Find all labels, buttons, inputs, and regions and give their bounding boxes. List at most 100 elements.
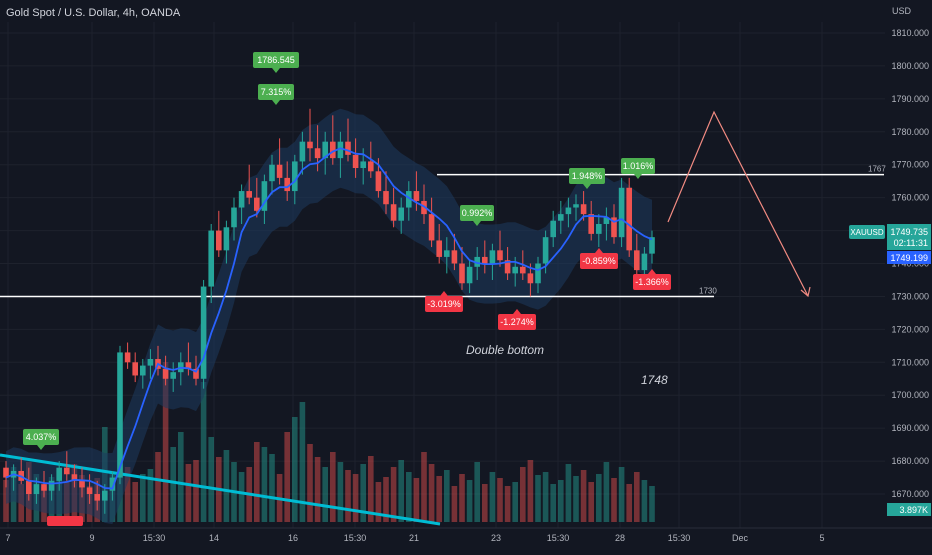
currency-label: USD [892, 6, 912, 16]
candle-body [216, 230, 222, 251]
volume-bar [292, 417, 298, 522]
volume-bar [352, 474, 359, 522]
volume-bar [406, 472, 412, 522]
pct-tag-text: -1.366% [635, 277, 669, 287]
symbol-tag-bg [849, 225, 885, 239]
volume-bar [482, 484, 488, 522]
last-price-text: 1749.735 [890, 227, 928, 237]
volume-bar [284, 432, 290, 522]
candle-body [238, 191, 245, 208]
time-tick-label: 15:30 [547, 533, 570, 543]
candle-body [603, 217, 610, 224]
candle-body [276, 164, 283, 178]
candle-body [345, 141, 351, 155]
time-tick-label: 15:30 [143, 533, 166, 543]
price-tick-label: 1680.000 [891, 456, 929, 466]
pct-tag-box [498, 314, 536, 330]
last-price-box [887, 224, 931, 250]
candle-body [444, 250, 450, 257]
pct-tag-box [23, 429, 59, 445]
candle-body [398, 207, 404, 221]
countdown-text: 02:11:31 [894, 238, 928, 248]
candle-body [94, 494, 100, 501]
candle-body [254, 197, 260, 211]
trendline-group [0, 453, 441, 526]
pct-tag-box [569, 168, 605, 184]
candle-body [542, 237, 549, 264]
volume-bar [520, 467, 526, 522]
candle-body [413, 191, 420, 201]
volume-bar [626, 484, 632, 522]
volume-bar [360, 464, 366, 522]
volume-bar [436, 476, 442, 522]
level-label-1767: 1767 [868, 165, 886, 174]
candle-body [611, 217, 617, 238]
trendline [0, 453, 441, 526]
volume-bar [314, 457, 321, 522]
symbol-tag-text: XAUUSD [850, 228, 884, 237]
candle-body [337, 141, 344, 159]
candle-body [535, 263, 541, 284]
pct-tag-pointer [440, 291, 448, 296]
pct-tag-pointer [583, 184, 591, 189]
candle-body [64, 467, 70, 475]
candle-body [428, 214, 435, 241]
pct-tag-box [580, 253, 618, 269]
candle-body [170, 372, 176, 379]
volume-bar [322, 467, 328, 522]
volume-bar [299, 402, 306, 522]
time-tick-label: 21 [409, 533, 419, 543]
volume-bar [588, 482, 594, 522]
candle-body [208, 230, 214, 287]
volume-bar [649, 486, 655, 522]
pct-tag-partial [47, 516, 83, 526]
pct-tag-text: 1786.545 [257, 55, 295, 65]
projection-path [667, 110, 809, 297]
candle-body [558, 214, 564, 221]
volume-bar [558, 480, 564, 522]
volume-bar [489, 472, 496, 522]
candle-body [86, 487, 93, 495]
candle-body [102, 490, 108, 501]
band-group [6, 108, 652, 525]
candle-body [261, 181, 268, 211]
pct-labels-group: 1786.545 7.315% 4.037% 0.992% 1.948% 1.016% -3… [23, 52, 671, 526]
volume-bar [307, 444, 313, 522]
volume-bar [497, 478, 503, 522]
volume-bar [596, 474, 602, 522]
candle-body [520, 266, 526, 274]
pct-tag-pointer [634, 174, 642, 179]
candle-body [360, 161, 366, 169]
candle-body [41, 484, 47, 491]
volume-bar [155, 452, 161, 522]
candle-body [200, 286, 207, 379]
volume-bar [641, 480, 648, 522]
candle-body [565, 207, 572, 215]
price-tick-label: 1800.000 [891, 61, 929, 71]
candle-body [390, 204, 397, 221]
time-tick-label: 9 [89, 533, 94, 543]
volume-bar [337, 462, 344, 522]
candle-body [634, 250, 640, 271]
time-tick-label: 28 [615, 533, 625, 543]
candle-body [140, 365, 146, 376]
volume-bar [398, 460, 404, 522]
pct-tag-pointer [648, 269, 656, 274]
price-tick-label: 1720.000 [891, 324, 929, 334]
candle-body [466, 266, 473, 284]
pct-tag-pointer [595, 248, 603, 253]
time-tick-label: 15:30 [344, 533, 367, 543]
candle-body [246, 191, 252, 198]
pct-tag-box [253, 52, 299, 68]
candle-body [48, 480, 55, 491]
candle-body [307, 141, 313, 149]
pct-tag-box [258, 84, 294, 100]
candle-body [489, 250, 496, 264]
projection-group [667, 110, 811, 298]
candle-body [527, 273, 534, 284]
candle-body [3, 467, 9, 478]
volume-bar [611, 478, 617, 522]
candle-body [588, 214, 594, 234]
